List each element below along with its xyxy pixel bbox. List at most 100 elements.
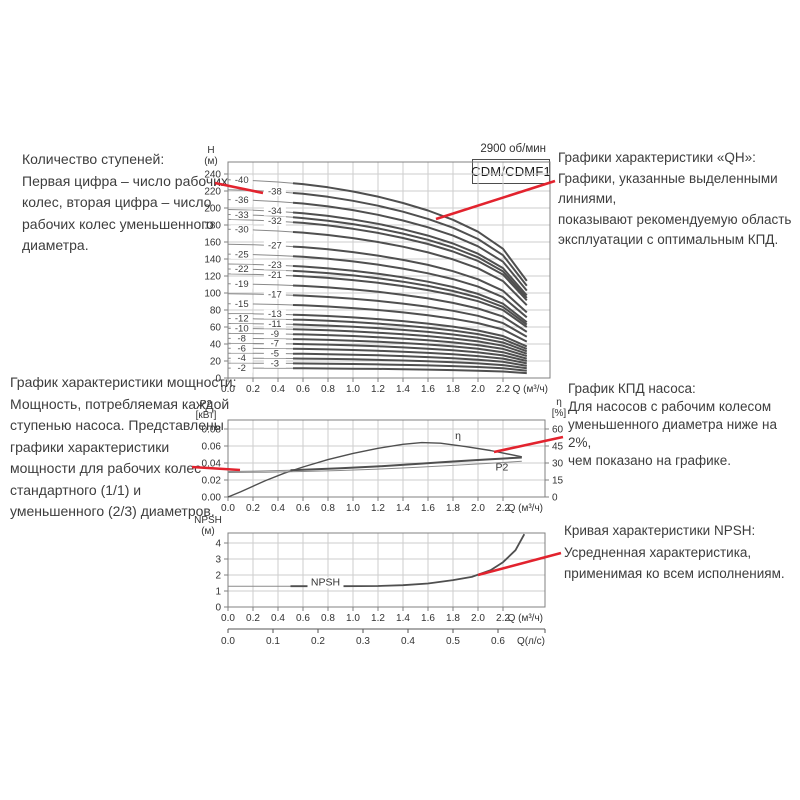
tick-label: 0.6 <box>296 613 310 624</box>
tick-label: 0.0 <box>221 384 235 395</box>
stage-curve-label: -13 <box>268 309 282 320</box>
tick-label: 140 <box>204 255 221 266</box>
tick-label: 1.6 <box>421 384 435 395</box>
tick-label: 0.2 <box>246 503 260 514</box>
curve-label-bg <box>230 314 253 324</box>
tick-label: 0.5 <box>446 636 460 647</box>
tick-label: 45 <box>552 442 564 453</box>
tick-label: 0.8 <box>321 613 335 624</box>
tick-label: 2.0 <box>471 384 485 395</box>
callout-line <box>435 179 556 221</box>
tick-label: 0.8 <box>321 384 335 395</box>
plot-frame <box>227 419 546 498</box>
tick-label: 1.8 <box>446 613 460 624</box>
curve-label-bg <box>263 260 286 270</box>
curve-bold-segment <box>292 284 528 333</box>
tick-label: 1.6 <box>421 613 435 624</box>
curve-label-bg <box>263 241 286 251</box>
stage-curve-label: -30 <box>235 225 249 236</box>
curve-bold-segment <box>292 192 528 287</box>
tick-label: 0.8 <box>321 503 335 514</box>
stage-curve-label: -15 <box>235 299 249 310</box>
curve-bold-segment <box>292 245 528 314</box>
npsh-curve-label: NPSH <box>311 576 340 588</box>
curve-label-bg <box>263 206 286 216</box>
x-axis-unit: Q (м³/ч) <box>508 503 543 514</box>
stage-curve-label: -40 <box>235 175 249 186</box>
tick-label: 100 <box>204 289 221 300</box>
curve-label-bg <box>263 309 286 319</box>
curve <box>227 441 522 498</box>
x-axis-unit: Q (м³/ч) <box>508 613 543 624</box>
curve-bold-segment <box>292 304 528 343</box>
curve-bold-segment <box>293 367 527 375</box>
curve-label-bg <box>263 319 286 329</box>
tick-label: 60 <box>552 425 564 436</box>
tick-label: 0.08 <box>202 425 222 436</box>
callout-line <box>214 181 264 195</box>
tick-label: 220 <box>204 187 221 198</box>
tick-label: 80 <box>210 306 222 317</box>
tick-label: 0.6 <box>296 384 310 395</box>
annotation-power-curve: График характеристики мощности: Мощность… <box>10 374 237 519</box>
curve-bold-segment <box>292 211 528 297</box>
tick-label: 0 <box>215 374 221 385</box>
speed-label: 2900 об/мин <box>480 143 546 155</box>
curve-bold-segment <box>292 328 528 355</box>
curve-label-bg <box>230 333 253 343</box>
curve-label-bg <box>230 195 253 205</box>
curve-bold-segment <box>292 182 528 282</box>
power-y-axis-unit: P2 [кВт] <box>195 399 217 421</box>
npsh-chart: 0.0 0.2 0.4 0.6 0.8 1.0 1.2 1.4 1.6 1.8 2.0 2.2Q (м… <box>215 532 546 647</box>
tick-label: 0 <box>215 603 221 614</box>
stage-curve-label: -5 <box>271 348 279 359</box>
curve-label-bg <box>263 348 286 358</box>
curve-bold-segment <box>292 338 528 360</box>
npsh-y-axis-unit: NPSH (м) <box>194 515 222 537</box>
curve-bold-segment <box>292 357 527 370</box>
curve-bold-segment <box>292 216 528 299</box>
curve-label-bg <box>230 210 253 220</box>
curve-label-bg <box>263 339 286 349</box>
stage-curve-label: -10 <box>235 324 249 335</box>
tick-label: 1.0 <box>346 384 360 395</box>
curve-bold-segment <box>292 347 527 365</box>
curve-bold-segment <box>292 255 528 319</box>
curve-label-bg <box>263 358 286 368</box>
tick-label: 1 <box>215 587 221 598</box>
curve-label-bg <box>230 175 253 185</box>
stage-curve-label: -17 <box>268 290 282 301</box>
qh-y-axis-unit: H (м) <box>204 145 218 167</box>
tick-label: 1.2 <box>371 613 385 624</box>
stage-curve-label: -4 <box>238 353 246 364</box>
curve-bold-segment <box>292 333 528 358</box>
tick-label: 2.0 <box>471 503 485 514</box>
curve-label-bg <box>230 225 253 235</box>
tick-label: 0.0 <box>221 636 235 647</box>
efficiency-y-axis-unit: η [%] <box>551 397 567 419</box>
curve-label-bg <box>263 329 286 339</box>
annotation-stage-count: Количество ступеней: Первая цифра – числ… <box>22 151 228 253</box>
tick-label: 2.2 <box>496 613 510 624</box>
stage-curve-label: -2 <box>238 363 246 374</box>
curve-label-bg <box>230 324 253 334</box>
tick-label: 0.1 <box>266 636 280 647</box>
model-name-box: CDM/CDMF1 <box>471 159 551 184</box>
tick-label: 2.2 <box>496 503 510 514</box>
curve-label-bg <box>230 363 253 373</box>
tick-label: 0.4 <box>271 384 285 395</box>
tick-label: 1.6 <box>421 503 435 514</box>
curve-label-bg <box>307 577 344 589</box>
tick-label: 15 <box>552 476 564 487</box>
callout-line <box>493 435 564 454</box>
tick-label: 0.6 <box>296 503 310 514</box>
annotation-efficiency-curve: График КПД насоса: Для насосов с рабочим… <box>568 381 777 468</box>
curve-bold-segment <box>292 352 527 367</box>
tick-label: 20 <box>210 357 222 368</box>
callout-line <box>191 465 241 472</box>
tick-label: 160 <box>204 238 221 249</box>
tick-label: 0.2 <box>311 636 325 647</box>
tick-label: 0.0 <box>221 613 235 624</box>
tick-label: 0.2 <box>246 384 260 395</box>
tick-label: 240 <box>204 170 221 181</box>
